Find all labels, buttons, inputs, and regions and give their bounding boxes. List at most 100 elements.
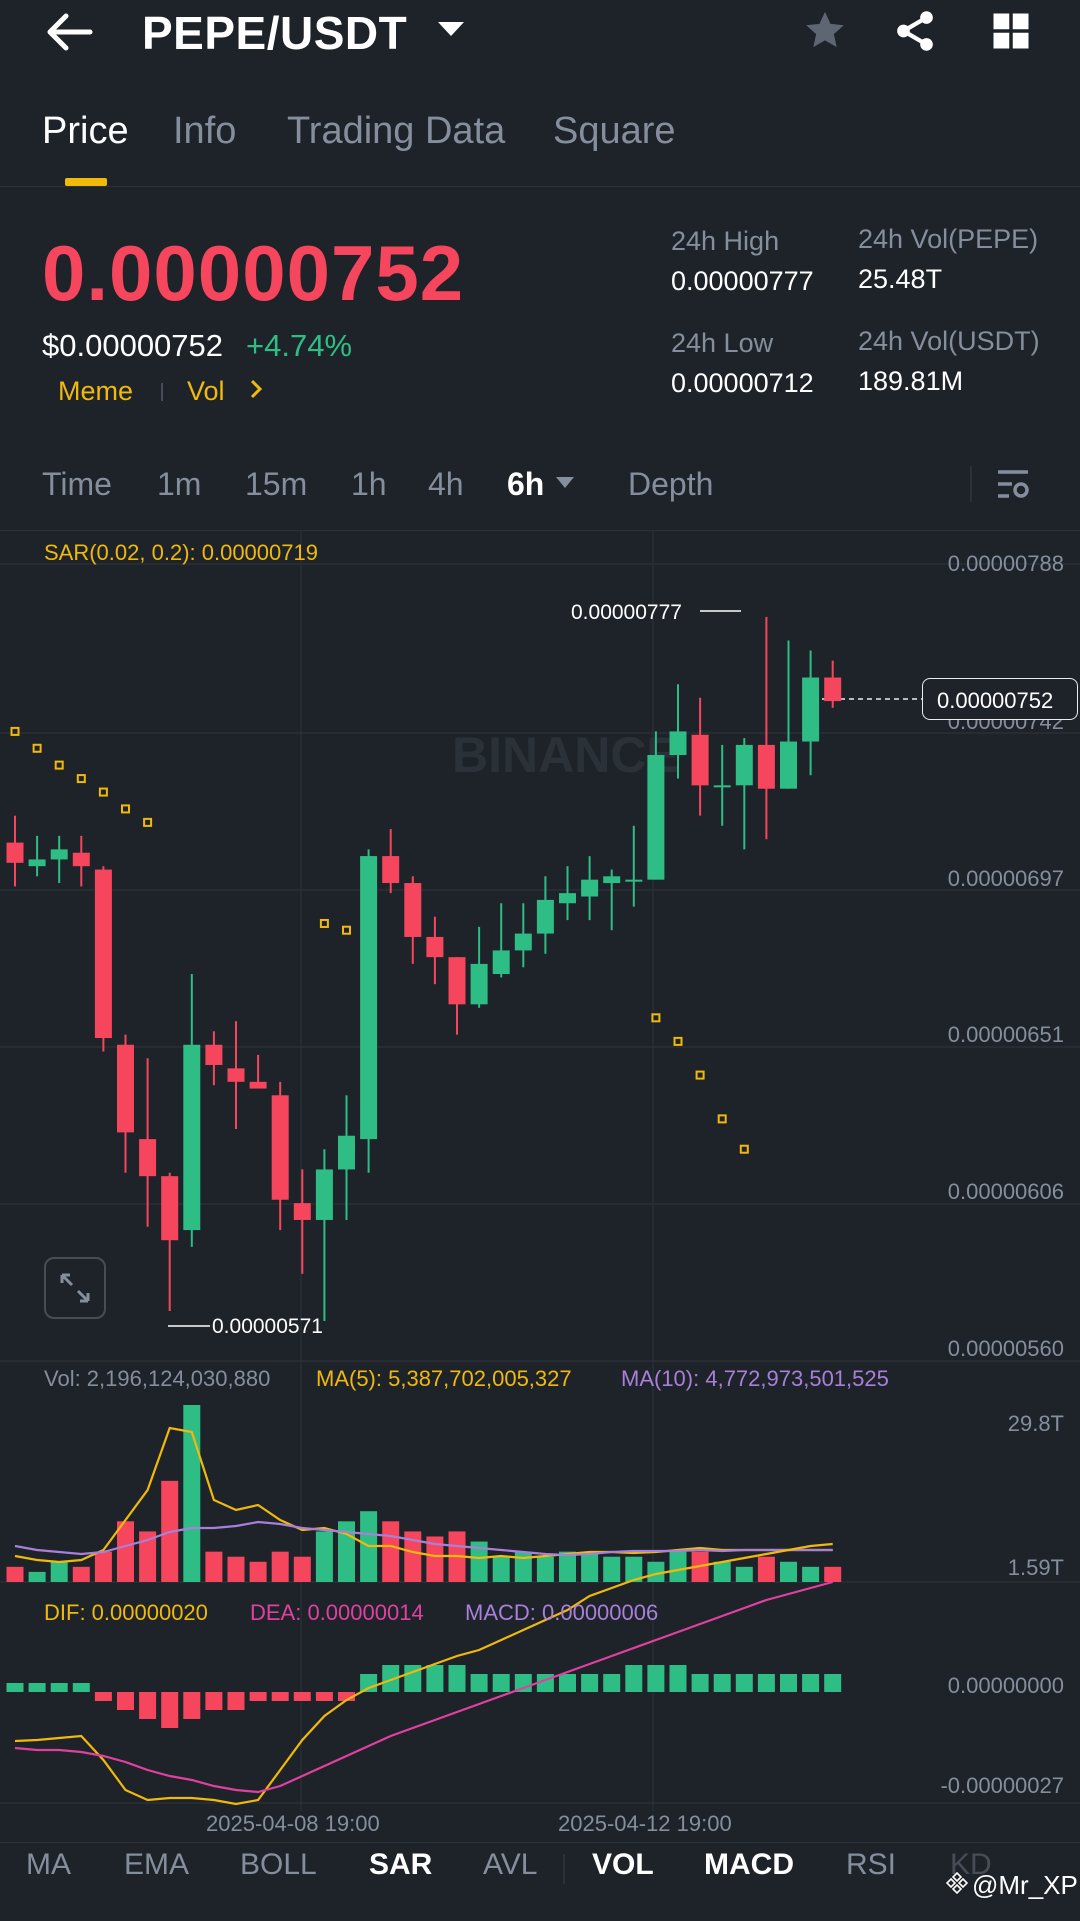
chevron-right-icon[interactable] — [248, 378, 264, 405]
volume-bar — [735, 1566, 753, 1582]
pair-title[interactable]: PEPE/USDT — [142, 7, 408, 59]
interval-15m[interactable]: 15m — [245, 466, 308, 502]
tab-bar: Price Info Trading Data Square — [0, 110, 1080, 186]
star-icon[interactable] — [802, 8, 848, 59]
macd-bar — [6, 1683, 24, 1692]
fullscreen-button[interactable] — [44, 1257, 106, 1319]
macd-bar — [293, 1692, 311, 1701]
sar-dot — [143, 817, 153, 827]
watermark-text: BINANCE — [452, 727, 680, 783]
macd-bar — [139, 1692, 157, 1719]
indicator-boll[interactable]: BOLL — [240, 1848, 317, 1881]
volume-bar — [625, 1556, 643, 1582]
tag-meme[interactable]: Meme — [58, 376, 134, 406]
volume-bar — [249, 1561, 267, 1582]
low-value: 0.00000712 — [671, 368, 814, 398]
indicator-ma[interactable]: MA — [26, 1848, 71, 1881]
tab-trading-data[interactable]: Trading Data — [287, 110, 506, 152]
interval-6h[interactable]: 6h — [507, 466, 545, 502]
sar-dot — [76, 774, 86, 784]
macd-bar — [625, 1665, 643, 1692]
axis-label: -0.00000027 — [940, 1773, 1064, 1798]
tab-square[interactable]: Square — [553, 110, 676, 152]
candle-body — [249, 1081, 267, 1089]
caret-down-icon[interactable] — [436, 20, 466, 45]
axis-label: 0.00000606 — [947, 1179, 1064, 1204]
arrow-left-icon[interactable] — [44, 12, 94, 57]
candle-body — [559, 893, 576, 904]
candle-body — [470, 963, 488, 1005]
volume-bar — [382, 1521, 400, 1582]
date-label: 2025-04-08 19:00 — [206, 1811, 380, 1836]
macd-bar — [448, 1665, 466, 1692]
dif-label: DIF: 0.00000020 — [44, 1600, 208, 1625]
macd-bar — [824, 1674, 842, 1692]
tab-info[interactable]: Info — [173, 110, 237, 152]
ma10-label: MA(10): 4,772,973,501,525 — [621, 1366, 889, 1391]
indicator-ema[interactable]: EMA — [124, 1848, 190, 1881]
tag-vol[interactable]: Vol — [187, 376, 225, 406]
volume-bar — [94, 1551, 112, 1582]
current-price-text: 0.00000752 — [937, 688, 1054, 713]
interval-4h[interactable]: 4h — [428, 466, 464, 502]
interval-bar: Time 1m 15m 1h 4h 6h Depth — [0, 466, 1080, 522]
sar-dot — [121, 804, 130, 814]
volume-bar — [139, 1531, 157, 1582]
macd-bar — [271, 1692, 289, 1701]
volume-bar — [713, 1561, 731, 1582]
macd-bar — [559, 1674, 576, 1692]
macd-bar — [249, 1692, 267, 1701]
sar-dot — [673, 1036, 683, 1046]
macd-bar — [669, 1665, 687, 1692]
axis-label: 0.00000560 — [947, 1336, 1064, 1361]
sar-dot — [98, 787, 108, 797]
caret-down-icon[interactable] — [555, 476, 575, 495]
volume-bar — [780, 1561, 797, 1582]
indicator-avl[interactable]: AVL — [483, 1848, 538, 1881]
volume-bar — [404, 1531, 422, 1582]
candle-body — [404, 883, 422, 937]
macd-bar — [28, 1683, 46, 1692]
volume-bar — [50, 1561, 68, 1582]
divider — [0, 530, 1080, 531]
indicator-rsi[interactable]: RSI — [846, 1848, 897, 1881]
axis-label: 1.59T — [1007, 1555, 1064, 1580]
candle-body — [802, 677, 820, 742]
volume-bar — [28, 1571, 46, 1582]
volume-bar — [492, 1556, 510, 1582]
candle-body — [315, 1169, 333, 1220]
volume-bar — [536, 1556, 554, 1582]
volume-bar — [669, 1551, 687, 1582]
candle-body — [382, 856, 400, 884]
interval-1h[interactable]: 1h — [351, 466, 387, 502]
candle-body — [6, 842, 24, 863]
share-icon[interactable] — [892, 8, 938, 59]
ma10-line — [14, 1520, 833, 1557]
macd-bar — [72, 1683, 90, 1692]
ma5-line — [14, 1426, 833, 1564]
candle-body — [514, 933, 532, 951]
candlestick-chart[interactable]: BINANCE — [0, 531, 1080, 1841]
high-value: 0.00000777 — [671, 266, 814, 296]
candle-body — [28, 859, 46, 867]
interval-time[interactable]: Time — [42, 466, 112, 502]
candle-body — [492, 950, 510, 975]
vol-label: Vol: 2,196,124,030,880 — [44, 1366, 271, 1391]
grid-icon[interactable] — [990, 10, 1032, 57]
header: PEPE/USDT — [0, 0, 1080, 70]
sar-dot — [651, 1013, 661, 1023]
candle-body — [293, 1203, 311, 1220]
indicator-sar[interactable]: SAR — [369, 1848, 433, 1881]
chart-settings-icon[interactable] — [995, 466, 1031, 507]
indicator-macd[interactable]: MACD — [704, 1848, 794, 1881]
indicator-kd[interactable]: KD — [950, 1848, 992, 1881]
macd-bar — [757, 1674, 775, 1692]
vol-quote-label: 24h Vol(USDT) — [858, 326, 1040, 356]
tab-price[interactable]: Price — [42, 110, 129, 152]
usd-price: $0.00000752 — [42, 328, 224, 363]
interval-depth[interactable]: Depth — [628, 466, 714, 502]
indicator-vol[interactable]: VOL — [592, 1848, 654, 1881]
candle-body — [205, 1044, 223, 1065]
axis-label: 0.00000000 — [947, 1673, 1064, 1698]
interval-1m[interactable]: 1m — [157, 466, 202, 502]
